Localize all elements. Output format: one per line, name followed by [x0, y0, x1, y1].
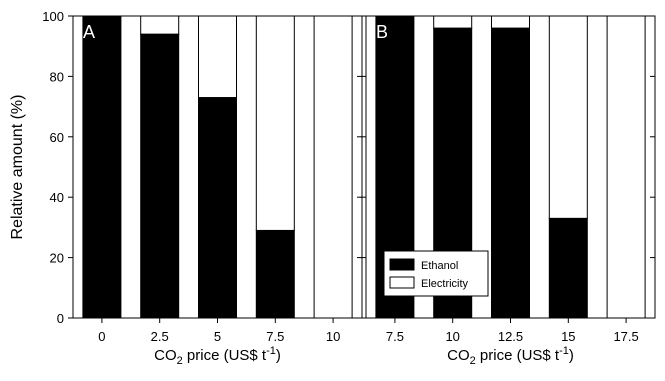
panel-b: 7.5 10 12.5 15 17.5 B CO2 price (US$ t-1)	[361, 15, 656, 367]
bar-electricity-5	[198, 15, 237, 99]
x-axis-label: CO2 price (US$ t-1)	[447, 345, 574, 367]
legend-swatch-ethanol	[389, 258, 415, 271]
x-tick-label: 10	[326, 329, 340, 344]
y-axis-label: Relative amount (%)	[9, 95, 26, 240]
panel-label: A	[83, 22, 95, 42]
legend: Ethanol Electricity	[383, 250, 489, 297]
bar-electricity-15	[548, 15, 588, 219]
x-tick-label: 15	[561, 329, 575, 344]
bar-electricity-10	[313, 15, 353, 319]
legend-label-electricity: Electricity	[421, 278, 469, 290]
x-axis-label: CO2 price (US$ t-1)	[154, 345, 281, 367]
bar-electricity-10	[433, 15, 473, 29]
x-tick-label: 7.5	[266, 329, 284, 344]
x-tick-label: 12.5	[498, 329, 523, 344]
bar-ethanol-12.5	[491, 27, 530, 319]
y-tick-label: 80	[50, 69, 64, 84]
bar-electricity-17.5	[606, 15, 646, 319]
bar-electricity-2.5	[140, 15, 180, 35]
plot-frame	[72, 15, 363, 319]
x-tick-label: 0	[98, 329, 105, 344]
x-tick-label: 5	[214, 329, 221, 344]
y-tick-label: 20	[50, 251, 64, 266]
bar-ethanol-2.5	[140, 33, 180, 319]
y-tick-label: 100	[42, 9, 64, 24]
bar-ethanol-7.5	[255, 229, 295, 319]
bar-ethanol-5	[198, 97, 237, 319]
bar-ethanol-15	[548, 217, 588, 319]
bar-ethanol-0	[82, 15, 122, 319]
panel-label: B	[376, 22, 388, 42]
x-tick-label: 10	[445, 329, 459, 344]
x-tick-label: 17.5	[613, 329, 638, 344]
y-tick-label: 60	[50, 130, 64, 145]
legend-swatch-electricity	[389, 276, 415, 289]
y-tick-label: 0	[57, 311, 64, 326]
plot-frame	[365, 15, 656, 319]
x-tick-label: 2.5	[151, 329, 169, 344]
legend-label-ethanol: Ethanol	[421, 260, 458, 272]
bar-electricity-7.5	[255, 15, 295, 231]
x-tick-label: 7.5	[386, 329, 404, 344]
bar-electricity-12.5	[491, 15, 530, 29]
y-tick-label: 40	[50, 190, 64, 205]
